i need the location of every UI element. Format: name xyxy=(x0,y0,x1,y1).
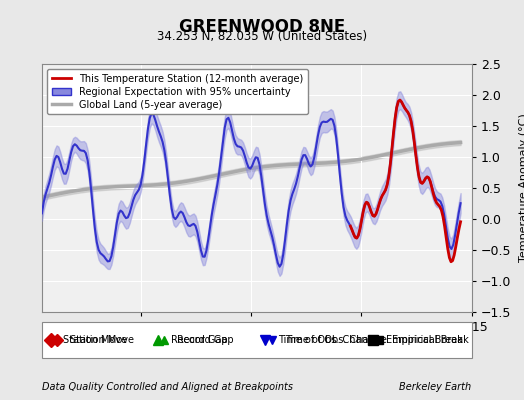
Text: Station Move: Station Move xyxy=(70,335,134,345)
Text: Record Gap: Record Gap xyxy=(171,335,227,345)
Text: Time of Obs. Change: Time of Obs. Change xyxy=(278,335,380,345)
Text: Time of Obs. Change: Time of Obs. Change xyxy=(285,335,387,345)
Legend: This Temperature Station (12-month average), Regional Expectation with 95% uncer: This Temperature Station (12-month avera… xyxy=(47,69,308,114)
Y-axis label: Temperature Anomaly (°C): Temperature Anomaly (°C) xyxy=(519,114,524,262)
Text: Empirical Break: Empirical Break xyxy=(386,335,462,345)
Text: Data Quality Controlled and Aligned at Breakpoints: Data Quality Controlled and Aligned at B… xyxy=(42,382,293,392)
Text: GREENWOOD 8NE: GREENWOOD 8NE xyxy=(179,18,345,36)
Text: Station Move: Station Move xyxy=(63,335,127,345)
FancyBboxPatch shape xyxy=(42,322,472,358)
Text: Berkeley Earth: Berkeley Earth xyxy=(399,382,472,392)
Text: Empirical Break: Empirical Break xyxy=(392,335,469,345)
Text: 34.253 N, 82.035 W (United States): 34.253 N, 82.035 W (United States) xyxy=(157,30,367,43)
Text: Record Gap: Record Gap xyxy=(177,335,234,345)
